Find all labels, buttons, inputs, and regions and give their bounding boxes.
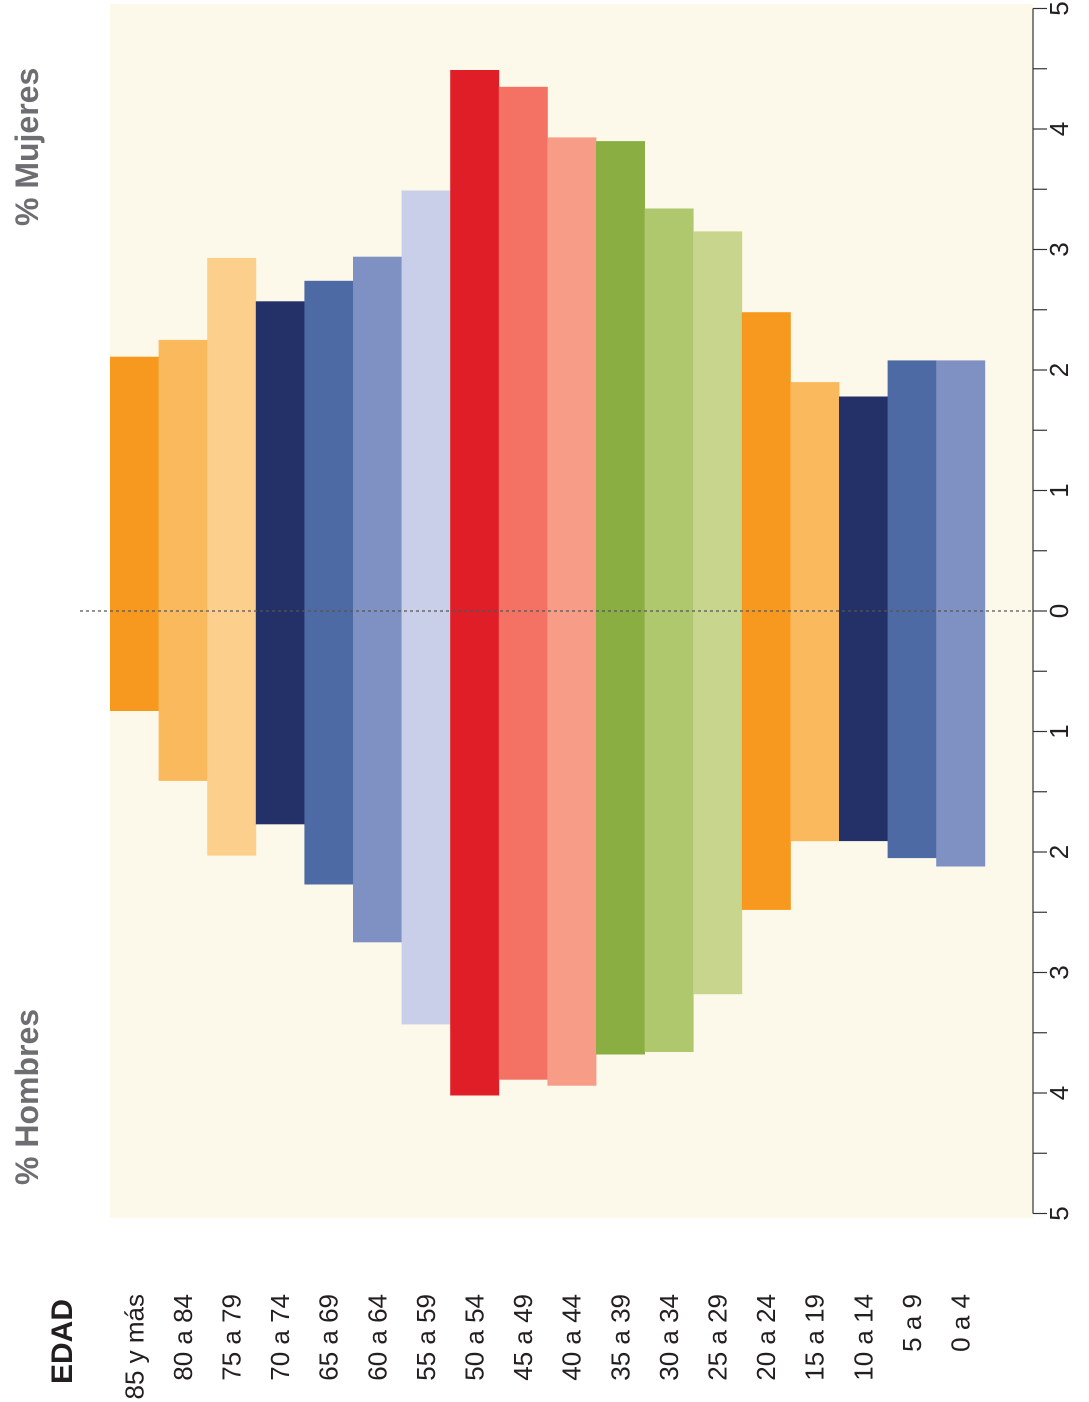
age-label: 75 a 79 xyxy=(217,1294,247,1381)
age-label: 70 a 74 xyxy=(265,1294,295,1381)
bar-25-a-29 xyxy=(693,231,743,995)
age-label: 25 a 29 xyxy=(703,1294,733,1381)
age-label: 60 a 64 xyxy=(362,1294,392,1381)
men-label: % Hombres xyxy=(9,1009,45,1185)
axis-tick-label: 4 xyxy=(1044,122,1074,136)
axis-tick-label: 2 xyxy=(1044,363,1074,377)
age-label: 40 a 44 xyxy=(557,1294,587,1381)
age-labels: 85 y más 80 a 84 75 a 79 70 a 74 65 a 69 60 a… xyxy=(119,1294,975,1400)
axis-tick-label: 4 xyxy=(1044,1086,1074,1100)
bar-55-a-59 xyxy=(401,190,451,1025)
bar-0-a-4 xyxy=(936,360,986,867)
axis-tick-label: 1 xyxy=(1044,724,1074,738)
age-label: 5 a 9 xyxy=(897,1294,927,1352)
axis-tick-label: 2 xyxy=(1044,845,1074,859)
age-label: 10 a 14 xyxy=(848,1294,878,1381)
axis-tick-label: 0 xyxy=(1044,604,1074,618)
bar-70-a-74 xyxy=(255,301,305,825)
value-axis: 5 4 3 2 1 0 1 2 3 4 5 xyxy=(1032,1,1074,1221)
bar-50-a-54 xyxy=(450,70,500,1096)
age-label: 65 a 69 xyxy=(314,1294,344,1381)
age-label: 35 a 39 xyxy=(605,1294,635,1381)
axis-tick-label: 5 xyxy=(1044,1206,1074,1220)
bar-80-a-84 xyxy=(158,339,208,781)
axis-tick-label: 5 xyxy=(1044,1,1074,15)
bar-30-a-34 xyxy=(644,208,694,1052)
age-label: 45 a 49 xyxy=(508,1294,538,1381)
bar-45-a-49 xyxy=(498,86,548,1080)
age-label: 30 a 34 xyxy=(654,1294,684,1381)
age-label: 85 y más xyxy=(119,1294,149,1400)
age-label: 20 a 24 xyxy=(751,1294,781,1381)
bar-65-a-69 xyxy=(304,280,354,885)
age-label: 15 a 19 xyxy=(800,1294,830,1381)
bar-75-a-79 xyxy=(207,257,257,856)
age-label: 50 a 54 xyxy=(460,1294,490,1381)
bar-10-a-14 xyxy=(839,396,888,842)
age-title: EDAD xyxy=(46,1299,79,1384)
bar-35-a-39 xyxy=(596,141,645,1055)
age-label: 55 a 59 xyxy=(411,1294,441,1381)
women-label: % Mujeres xyxy=(9,68,45,226)
bar-15-a-19 xyxy=(790,382,840,842)
bar-5-a-9 xyxy=(887,360,937,859)
bar-85-y-más xyxy=(110,356,159,711)
age-label: 80 a 84 xyxy=(168,1294,198,1381)
axis-tick-label: 3 xyxy=(1044,242,1074,256)
age-label: 0 a 4 xyxy=(946,1294,976,1352)
bar-60-a-64 xyxy=(353,256,402,943)
axis-tick-label: 3 xyxy=(1044,965,1074,979)
axis-tick-label: 1 xyxy=(1044,483,1074,497)
bars-group xyxy=(110,70,986,1096)
